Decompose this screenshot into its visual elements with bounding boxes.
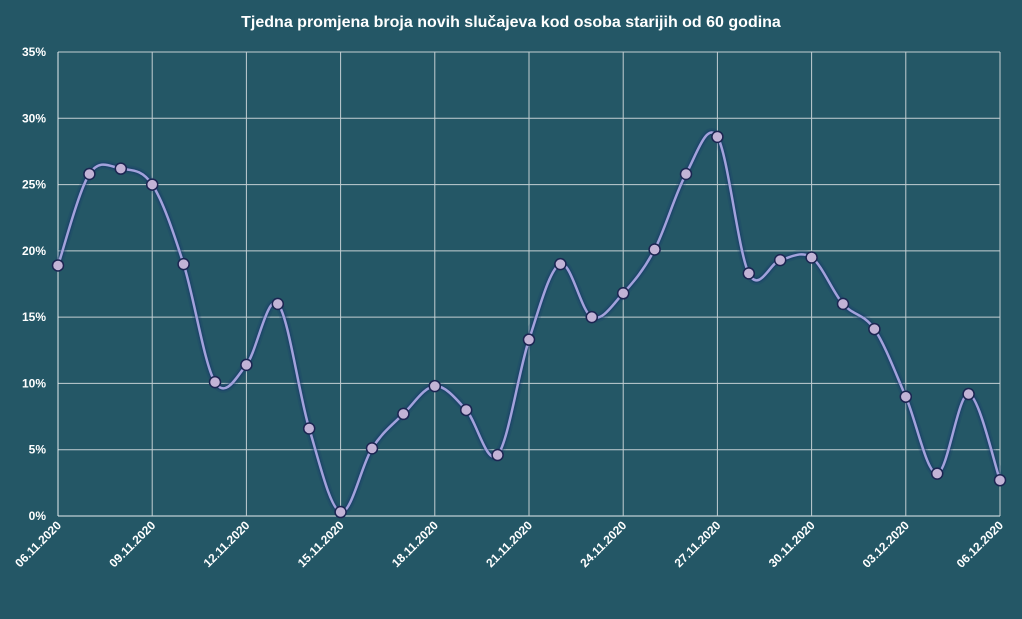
chart-title: Tjedna promjena broja novih slučajeva ko… — [241, 14, 781, 31]
data-point — [334, 505, 347, 519]
data-points — [51, 130, 1007, 519]
data-point — [679, 167, 693, 181]
y-tick-label: 20% — [22, 244, 46, 258]
y-tick-label: 15% — [22, 310, 46, 324]
y-tick-label: 0% — [29, 509, 47, 523]
data-point — [868, 322, 881, 336]
data-point — [208, 375, 222, 389]
data-point — [145, 178, 159, 191]
data-point — [616, 287, 630, 300]
data-point — [397, 407, 410, 421]
data-point — [522, 333, 536, 346]
data-point — [836, 297, 850, 311]
data-point — [240, 358, 253, 372]
data-point — [648, 243, 661, 256]
data-point — [51, 259, 65, 272]
data-point — [930, 467, 944, 480]
y-axis-tick-labels: 0% 5% 10% 15% 20% 25% 30% 35% — [22, 45, 46, 523]
data-point — [805, 251, 818, 264]
y-tick-label: 30% — [22, 111, 46, 125]
data-point — [459, 403, 473, 417]
data-point — [271, 297, 285, 311]
data-point — [302, 422, 316, 435]
y-tick-label: 5% — [29, 443, 47, 457]
y-tick-label: 35% — [22, 45, 46, 59]
data-point — [428, 379, 442, 393]
data-point — [993, 473, 1007, 487]
data-point — [899, 390, 913, 403]
y-tick-label: 25% — [22, 178, 46, 192]
data-point — [585, 310, 599, 324]
data-point — [711, 130, 724, 144]
data-point — [114, 162, 128, 175]
data-point — [773, 253, 787, 267]
data-point — [962, 387, 975, 401]
data-point — [177, 257, 190, 271]
data-point — [554, 257, 567, 271]
data-point — [365, 442, 379, 455]
data-point — [742, 267, 756, 280]
data-point — [491, 448, 504, 462]
y-tick-label: 10% — [22, 376, 46, 390]
data-point — [83, 167, 96, 181]
